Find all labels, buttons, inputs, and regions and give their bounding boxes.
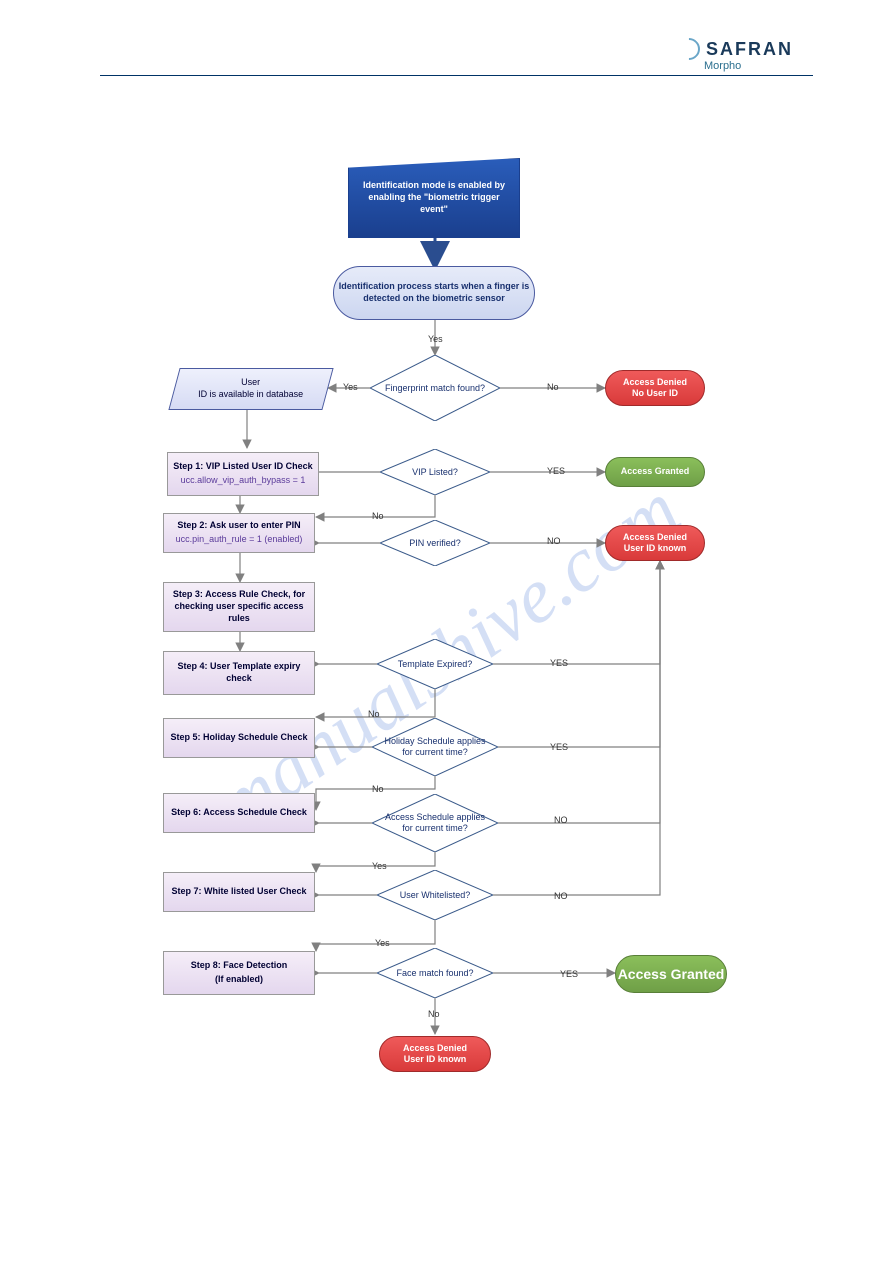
step2-title: Step 2: Ask user to enter PIN [177, 520, 300, 532]
step6-process: Step 6: Access Schedule Check [163, 793, 315, 833]
decision-holiday-label: Holiday Schedule applies for current tim… [380, 718, 490, 776]
decision-whitelist-label: User Whitelisted? [385, 870, 485, 920]
step6-title: Step 6: Access Schedule Check [171, 807, 307, 819]
step8-process: Step 8: Face Detection (If enabled) [163, 951, 315, 995]
decision-access-sched-label: Access Schedule applies for current time… [380, 794, 490, 852]
deny-known2-l2: User ID known [404, 1054, 467, 1065]
edge-label-wl_yes: Yes [372, 861, 387, 871]
deny-nouser-l1: Access Denied [623, 377, 687, 388]
result-deny-known-1: Access DeniedUser ID known [605, 525, 705, 561]
result-deny-known-2: Access DeniedUser ID known [379, 1036, 491, 1072]
step4-process: Step 4: User Template expiry check [163, 651, 315, 695]
step7-process: Step 7: White listed User Check [163, 872, 315, 912]
decision-vip-label: VIP Listed? [388, 449, 482, 495]
userdb-text: UserID is available in database [188, 371, 313, 406]
data-userdb: UserID is available in database [168, 368, 333, 410]
step1-title: Step 1: VIP Listed User ID Check [173, 461, 312, 473]
edge-label-face_yes_r: YES [560, 969, 578, 979]
flowchart-canvas: Identification mode is enabled by enabli… [0, 0, 893, 1263]
decision-pin-label: PIN verified? [388, 520, 482, 566]
edge-label-acc_no_r: NO [554, 815, 568, 825]
grant1-text: Access Granted [621, 466, 690, 478]
step8-title: Step 8: Face Detection [191, 960, 288, 972]
deny-known1-l1: Access Denied [623, 532, 687, 543]
edge-label-face_no: No [428, 1009, 440, 1019]
step5-process: Step 5: Holiday Schedule Check [163, 718, 315, 758]
step2-process: Step 2: Ask user to enter PIN ucc.pin_aut… [163, 513, 315, 553]
edge-label-pin_no: NO [547, 536, 561, 546]
step5-title: Step 5: Holiday Schedule Check [170, 732, 307, 744]
deny-known1-l2: User ID known [624, 543, 687, 554]
step8-sub: (If enabled) [215, 974, 263, 986]
step3-process: Step 3: Access Rule Check, for checking … [163, 582, 315, 632]
step2-cfg: ucc.pin_auth_rule = 1 (enabled) [176, 534, 303, 546]
decision-face-label: Face match found? [385, 948, 485, 998]
decision-expired-label: Template Expired? [385, 639, 485, 689]
edge-label-vip_no: No [372, 511, 384, 521]
edge-label-wl_no: NO [554, 891, 568, 901]
edge-label-fp_no: No [547, 382, 559, 392]
step7-title: Step 7: White listed User Check [171, 886, 306, 898]
edge-label-d_fp_down_yes: Yes [428, 334, 443, 344]
edge-label-vip_yes: YES [547, 466, 565, 476]
deny-nouser-l2: No User ID [632, 388, 678, 399]
edge-label-fp_yes: Yes [343, 382, 358, 392]
terminator-1: Identification process starts when a fin… [333, 266, 535, 320]
start-node: Identification mode is enabled by enabli… [348, 158, 520, 238]
result-deny-nouser: Access DeniedNo User ID [605, 370, 705, 406]
step3-title: Step 3: Access Rule Check, for checking … [164, 589, 314, 624]
deny-known2-l1: Access Denied [403, 1043, 467, 1054]
edge-label-face_yes_l: Yes [375, 938, 390, 948]
grant2-text: Access Granted [618, 965, 725, 983]
step1-cfg: ucc.allow_vip_auth_bypass = 1 [181, 475, 306, 487]
edge-label-hol_no: No [368, 709, 380, 719]
terminator-1-text: Identification process starts when a fin… [334, 281, 534, 304]
start-text: Identification mode is enabled by enabli… [355, 180, 513, 215]
result-grant-2: Access Granted [615, 955, 727, 993]
result-grant-1: Access Granted [605, 457, 705, 487]
decision-fingerprint-label: Fingerprint match found? [378, 355, 492, 421]
step4-title: Step 4: User Template expiry check [164, 661, 314, 684]
edge-label-acc_no_l: No [372, 784, 384, 794]
edge-label-exp_yes: YES [550, 658, 568, 668]
step1-process: Step 1: VIP Listed User ID Check ucc.allo… [167, 452, 319, 496]
edge-label-hol_yes: YES [550, 742, 568, 752]
